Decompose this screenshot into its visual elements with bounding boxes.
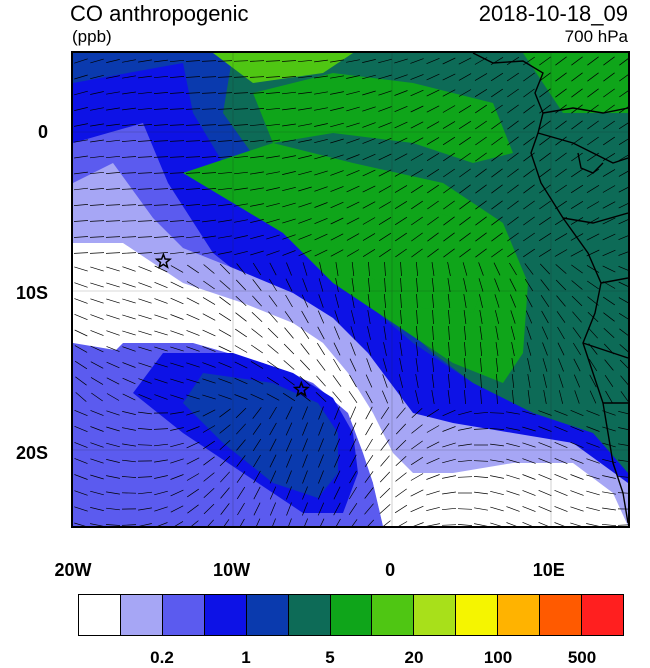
colorbar-tick-label: 100 [484, 648, 512, 668]
colorbar-swatch [456, 595, 498, 635]
colorbar-tick-label: 1 [241, 648, 250, 668]
datetime-label: 2018-10-18_09 [479, 1, 628, 27]
colorbar-swatch [163, 595, 205, 635]
colorbar-swatch [498, 595, 540, 635]
colorbar-swatch [414, 595, 456, 635]
colorbar-swatch [540, 595, 582, 635]
units-label: (ppb) [72, 27, 112, 47]
lon-label: 10E [533, 560, 565, 581]
colorbar [78, 594, 624, 636]
colorbar-tick-label: 0.2 [150, 648, 174, 668]
colorbar-swatch [121, 595, 163, 635]
map-canvas [73, 53, 628, 526]
colorbar-swatch [331, 595, 373, 635]
map-title: CO anthropogenic [70, 1, 249, 27]
pressure-level-label: 700 hPa [565, 27, 628, 47]
lat-label: 10S [0, 283, 48, 304]
colorbar-tick-label: 5 [325, 648, 334, 668]
colorbar-swatch [247, 595, 289, 635]
colorbar-tick-label: 500 [568, 648, 596, 668]
lat-label: 0 [0, 122, 48, 143]
map-panel [71, 51, 630, 528]
lon-label: 20W [54, 560, 91, 581]
lon-label: 10W [213, 560, 250, 581]
colorbar-swatch [79, 595, 121, 635]
lat-label: 20S [0, 443, 48, 464]
colorbar-swatch [205, 595, 247, 635]
colorbar-swatch [372, 595, 414, 635]
colorbar-tick-label: 20 [405, 648, 424, 668]
colorbar-swatch [289, 595, 331, 635]
colorbar-swatch [582, 595, 623, 635]
lon-label: 0 [385, 560, 395, 581]
